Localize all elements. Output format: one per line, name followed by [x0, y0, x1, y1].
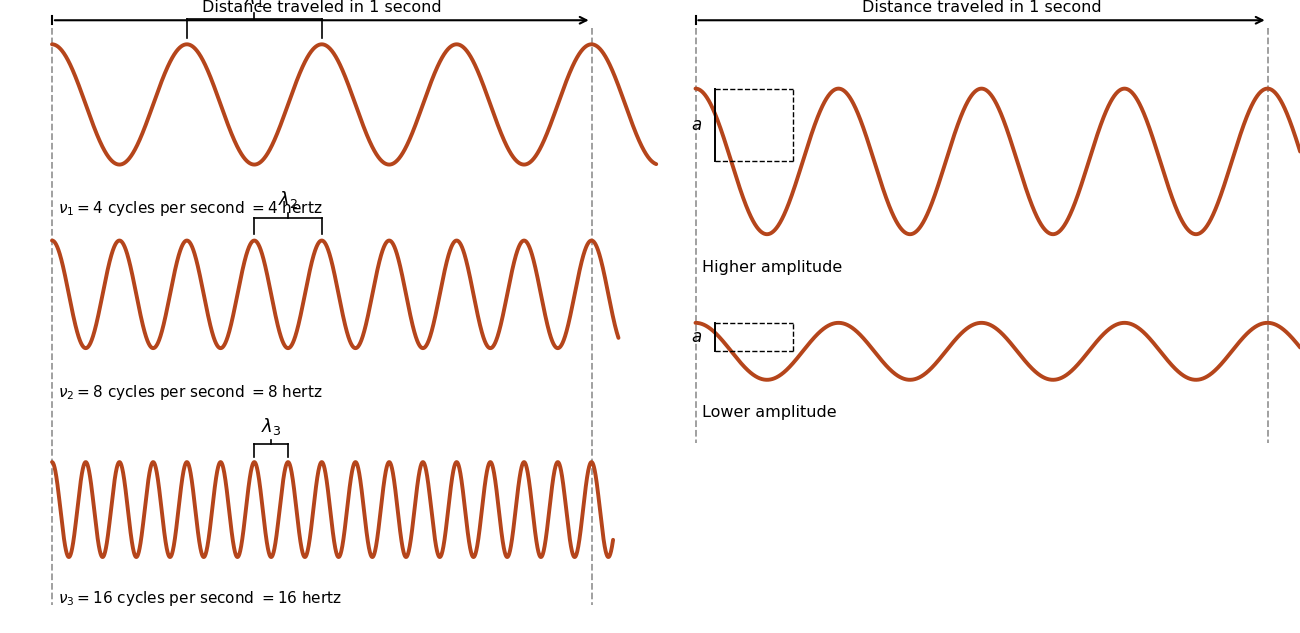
Text: Lower amplitude: Lower amplitude — [702, 405, 837, 420]
Text: $a$: $a$ — [690, 328, 702, 346]
Text: $\nu_3 = 16$ cycles per second $= 16$ hertz: $\nu_3 = 16$ cycles per second $= 16$ he… — [58, 589, 342, 608]
Text: Higher amplitude: Higher amplitude — [702, 260, 842, 275]
Text: $\lambda_2$: $\lambda_2$ — [278, 189, 298, 210]
Text: Distance traveled in 1 second: Distance traveled in 1 second — [862, 0, 1101, 15]
Text: $\nu_2 = 8$ cycles per second $= 8$ hertz: $\nu_2 = 8$ cycles per second $= 8$ hert… — [58, 383, 324, 402]
Text: $\lambda_3$: $\lambda_3$ — [261, 417, 281, 437]
Text: $\nu_1 = 4$ cycles per second $= 4$ hertz: $\nu_1 = 4$ cycles per second $= 4$ hert… — [58, 199, 324, 218]
Text: Distance traveled in 1 second: Distance traveled in 1 second — [202, 0, 442, 15]
Text: $\lambda_1$: $\lambda_1$ — [244, 0, 264, 9]
Text: $a$: $a$ — [690, 116, 702, 134]
